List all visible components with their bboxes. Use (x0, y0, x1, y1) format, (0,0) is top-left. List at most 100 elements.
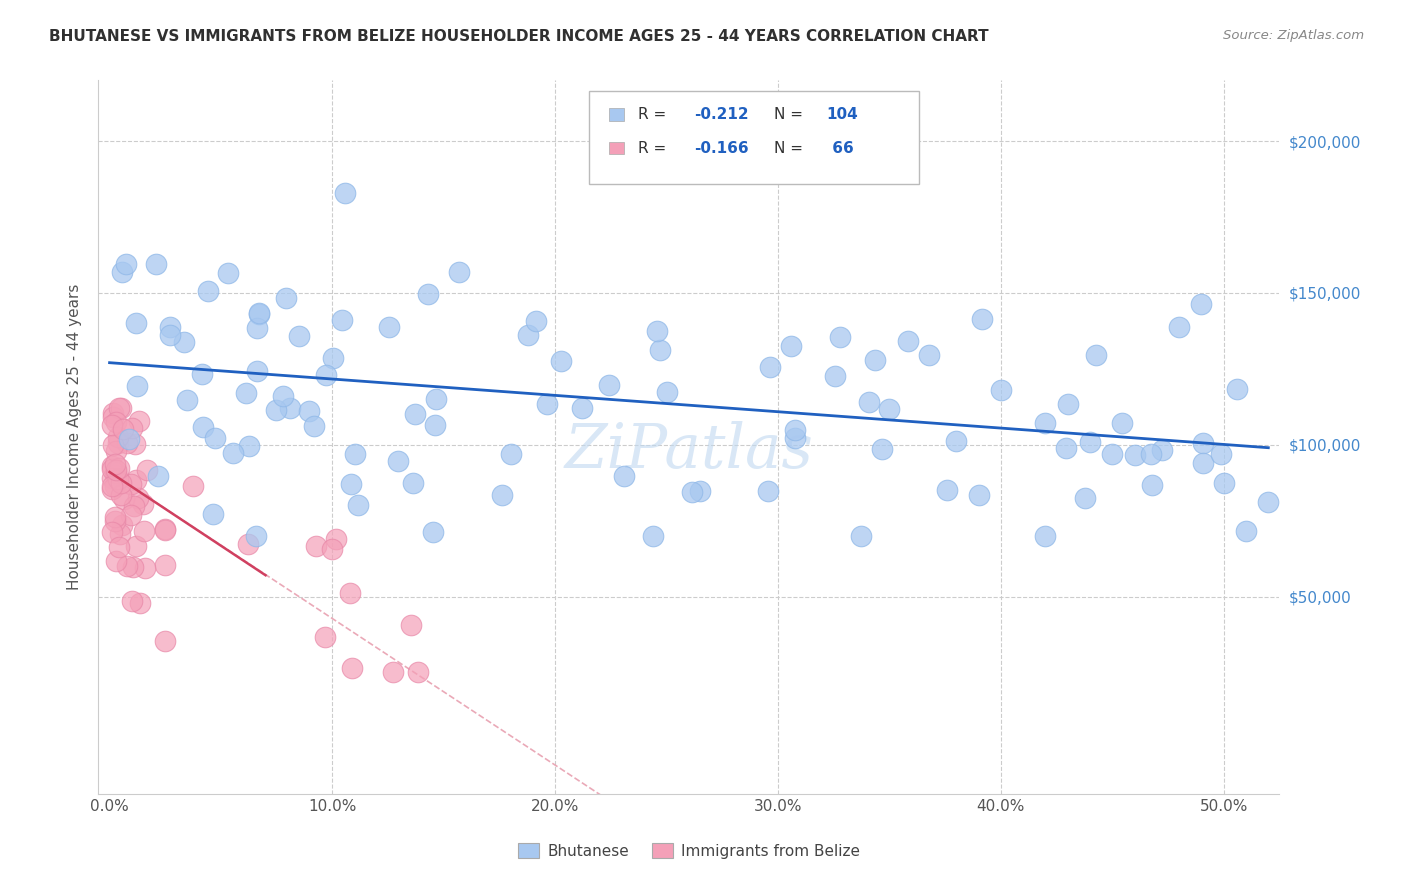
Point (217, 266, 239, 280)
Point (246, 364, 269, 378)
Point (851, 529, 873, 543)
Point (127, 491, 149, 505)
Point (122, 500, 145, 514)
Bar (609, 142, 623, 154)
Text: R =: R = (638, 107, 671, 122)
Point (1212, 475, 1234, 490)
Point (344, 447, 367, 461)
Point (302, 418, 325, 433)
Point (643, 529, 665, 543)
Point (247, 307, 270, 321)
Point (155, 523, 177, 537)
Point (945, 434, 967, 449)
Point (246, 321, 269, 335)
Point (101, 479, 124, 493)
Point (1035, 416, 1057, 430)
Point (125, 316, 148, 330)
Point (135, 463, 157, 477)
Point (173, 334, 195, 349)
Point (197, 284, 219, 298)
Point (288, 328, 311, 343)
Point (1078, 435, 1101, 450)
Point (121, 594, 143, 608)
Point (104, 554, 127, 568)
Point (108, 461, 131, 475)
Point (104, 415, 127, 429)
Point (970, 311, 993, 326)
Point (183, 478, 205, 492)
Point (339, 476, 361, 491)
Point (758, 360, 780, 375)
Point (101, 410, 124, 425)
Point (104, 467, 127, 482)
Point (314, 630, 336, 644)
Point (501, 447, 523, 461)
Point (613, 469, 636, 483)
Text: 66: 66 (827, 141, 853, 155)
Point (176, 392, 198, 407)
Point (245, 529, 267, 543)
Point (524, 314, 547, 328)
Point (1142, 477, 1164, 491)
Point (423, 417, 446, 432)
Point (1234, 524, 1257, 539)
Point (756, 484, 779, 499)
Text: ZiPatlas: ZiPatlas (564, 421, 814, 482)
Point (550, 354, 572, 368)
Legend: Bhutanese, Immigrants from Belize: Bhutanese, Immigrants from Belize (512, 837, 866, 864)
Text: Source: ZipAtlas.com: Source: ZipAtlas.com (1223, 29, 1364, 42)
Point (1074, 491, 1097, 505)
Point (145, 257, 167, 271)
Point (1226, 382, 1249, 396)
Point (273, 389, 295, 403)
Point (107, 472, 129, 486)
Point (115, 435, 138, 450)
Point (1085, 348, 1108, 362)
Point (990, 383, 1012, 397)
Point (1189, 297, 1212, 311)
Point (297, 404, 319, 418)
Point (1191, 456, 1213, 470)
Point (870, 442, 893, 457)
Point (101, 524, 124, 539)
Text: N =: N = (773, 107, 807, 122)
Point (107, 436, 129, 450)
Text: BHUTANESE VS IMMIGRANTS FROM BELIZE HOUSEHOLDER INCOME AGES 25 - 44 YEARS CORREL: BHUTANESE VS IMMIGRANTS FROM BELIZE HOUS… (49, 29, 988, 44)
Point (115, 256, 138, 270)
Point (120, 508, 142, 522)
Point (381, 665, 404, 680)
Point (305, 539, 328, 553)
FancyBboxPatch shape (589, 91, 920, 184)
Point (101, 462, 124, 476)
Point (238, 439, 260, 453)
Point (101, 437, 124, 451)
Y-axis label: Householder Income Ages 25 - 44 years: Householder Income Ages 25 - 44 years (67, 284, 83, 591)
Point (110, 401, 132, 416)
Point (1257, 495, 1279, 509)
Bar (609, 108, 623, 121)
Point (879, 402, 901, 417)
Point (155, 633, 177, 648)
Point (202, 507, 225, 521)
Point (108, 401, 131, 416)
Point (128, 414, 150, 428)
Point (598, 377, 620, 392)
Text: -0.166: -0.166 (695, 141, 749, 155)
Point (422, 525, 444, 540)
Point (648, 343, 671, 358)
Point (108, 527, 131, 541)
Point (104, 515, 127, 529)
Point (967, 488, 990, 502)
Point (107, 430, 129, 444)
Point (204, 431, 226, 445)
Point (918, 347, 941, 361)
Point (222, 446, 245, 460)
Point (399, 618, 422, 632)
Point (404, 407, 426, 421)
Point (235, 386, 257, 401)
Point (111, 518, 134, 533)
Point (236, 537, 259, 551)
Point (146, 469, 169, 483)
Point (1056, 397, 1078, 411)
Point (447, 265, 470, 279)
